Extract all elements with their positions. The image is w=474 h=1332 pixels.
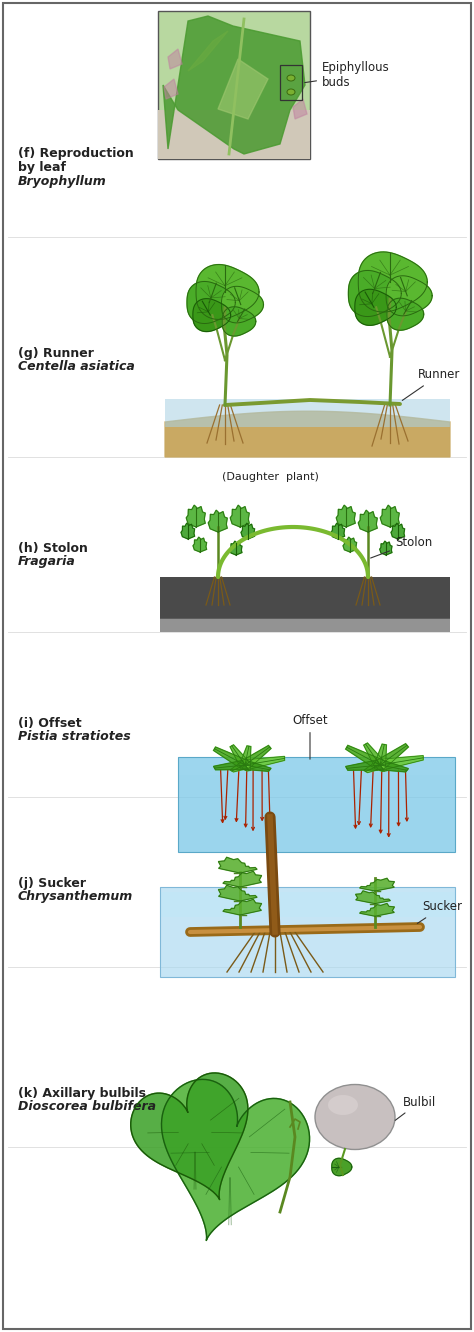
- Text: (f) Reproduction: (f) Reproduction: [18, 147, 134, 160]
- Polygon shape: [355, 289, 396, 325]
- Polygon shape: [219, 858, 257, 872]
- Polygon shape: [213, 761, 247, 770]
- Polygon shape: [240, 765, 251, 771]
- Ellipse shape: [287, 75, 295, 81]
- Polygon shape: [165, 412, 450, 457]
- Polygon shape: [364, 762, 385, 773]
- Polygon shape: [193, 298, 231, 332]
- Polygon shape: [380, 755, 423, 771]
- Bar: [165, 428, 450, 457]
- Polygon shape: [380, 541, 392, 555]
- Text: Offset: Offset: [292, 714, 328, 759]
- Text: Epiphyllous
buds: Epiphyllous buds: [305, 61, 390, 89]
- Polygon shape: [196, 265, 259, 320]
- Bar: [160, 618, 450, 631]
- Bar: [178, 757, 455, 775]
- Polygon shape: [187, 281, 235, 324]
- Polygon shape: [131, 1074, 248, 1200]
- Polygon shape: [387, 298, 424, 330]
- Polygon shape: [186, 505, 205, 527]
- Polygon shape: [230, 745, 250, 767]
- Text: Pistia stratiotes: Pistia stratiotes: [18, 730, 131, 743]
- Polygon shape: [230, 541, 242, 555]
- Polygon shape: [386, 276, 432, 316]
- Text: (Daughter  plant): (Daughter plant): [222, 472, 319, 482]
- Text: Runner: Runner: [402, 369, 460, 401]
- Polygon shape: [242, 746, 271, 769]
- Bar: [160, 887, 455, 976]
- Polygon shape: [346, 746, 383, 770]
- Polygon shape: [218, 59, 268, 119]
- Bar: [160, 892, 455, 916]
- Polygon shape: [208, 510, 227, 531]
- Ellipse shape: [328, 1095, 358, 1115]
- Polygon shape: [356, 891, 390, 903]
- Polygon shape: [213, 747, 247, 770]
- Polygon shape: [241, 523, 255, 539]
- Text: (i) Offset: (i) Offset: [18, 717, 82, 730]
- Polygon shape: [343, 537, 356, 551]
- Polygon shape: [374, 765, 386, 771]
- Polygon shape: [188, 31, 228, 71]
- Text: Bryophyllum: Bryophyllum: [18, 174, 107, 188]
- Polygon shape: [374, 745, 386, 766]
- Text: Sucker: Sucker: [417, 900, 462, 923]
- Polygon shape: [360, 903, 394, 916]
- Polygon shape: [364, 743, 385, 767]
- Polygon shape: [348, 270, 401, 317]
- Text: Centella asiatica: Centella asiatica: [18, 360, 135, 373]
- Bar: [158, 111, 310, 159]
- Polygon shape: [346, 761, 383, 770]
- Polygon shape: [380, 505, 399, 527]
- Polygon shape: [376, 761, 409, 773]
- Text: Dioscorea bulbifera: Dioscorea bulbifera: [18, 1100, 156, 1114]
- Bar: [160, 577, 450, 619]
- Polygon shape: [223, 899, 262, 915]
- Text: Bulbil: Bulbil: [395, 1095, 436, 1120]
- Polygon shape: [181, 523, 195, 539]
- Polygon shape: [293, 99, 307, 119]
- Bar: [280, 65, 302, 100]
- Polygon shape: [332, 1159, 352, 1176]
- Polygon shape: [223, 871, 262, 887]
- Polygon shape: [376, 743, 409, 770]
- Polygon shape: [193, 537, 207, 551]
- Polygon shape: [221, 286, 264, 322]
- Bar: [158, 11, 310, 159]
- Text: (k) Axillary bulbils: (k) Axillary bulbils: [18, 1087, 146, 1100]
- Text: (g) Runner: (g) Runner: [18, 348, 94, 360]
- Ellipse shape: [287, 89, 295, 95]
- Polygon shape: [331, 523, 345, 539]
- Polygon shape: [222, 306, 256, 336]
- Bar: [178, 757, 455, 852]
- Text: (h) Stolon: (h) Stolon: [18, 542, 88, 555]
- Ellipse shape: [315, 1084, 395, 1150]
- Polygon shape: [219, 886, 257, 900]
- Polygon shape: [164, 79, 178, 99]
- Polygon shape: [240, 746, 251, 766]
- Polygon shape: [336, 505, 355, 527]
- Text: Fragaria: Fragaria: [18, 555, 76, 567]
- Polygon shape: [358, 252, 427, 312]
- Polygon shape: [163, 16, 305, 155]
- Bar: [165, 400, 450, 428]
- Text: (j) Sucker: (j) Sucker: [18, 876, 86, 890]
- Polygon shape: [360, 878, 394, 891]
- Polygon shape: [230, 505, 249, 527]
- Polygon shape: [242, 761, 271, 771]
- Polygon shape: [162, 1079, 310, 1240]
- Text: by leaf: by leaf: [18, 161, 66, 174]
- Text: Chrysanthemum: Chrysanthemum: [18, 890, 133, 903]
- Polygon shape: [391, 523, 405, 539]
- Polygon shape: [245, 757, 284, 770]
- Polygon shape: [168, 49, 182, 69]
- Text: Stolon: Stolon: [371, 535, 432, 558]
- Polygon shape: [358, 510, 377, 531]
- Bar: [160, 887, 455, 976]
- Polygon shape: [230, 762, 250, 773]
- Bar: [178, 757, 455, 852]
